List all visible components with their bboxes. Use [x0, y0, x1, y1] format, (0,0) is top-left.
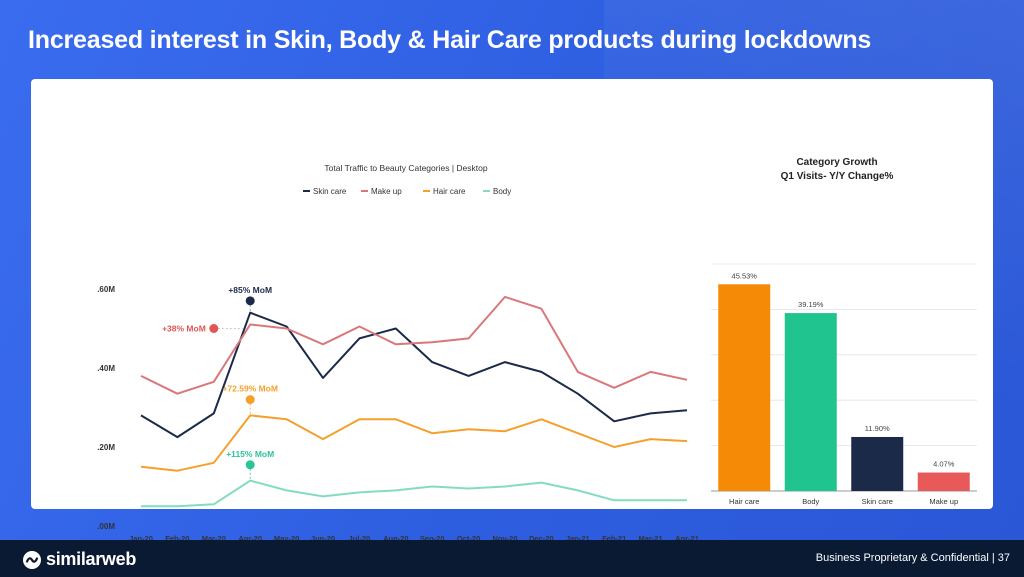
y-tick-label: .20M [97, 443, 115, 452]
line-series [140, 295, 688, 508]
bar-series [718, 284, 970, 491]
x-tick-label: Feb-20 [165, 534, 189, 543]
bar-value-label: 11.90% [865, 424, 890, 433]
bar-category-label: Hair care [729, 497, 759, 506]
line-chart: Total Traffic to Beauty Categories | Des… [97, 163, 699, 543]
bar-body [784, 313, 837, 491]
x-tick-label: Jan-21 [566, 534, 590, 543]
annotation-label: +38% MoM [162, 324, 206, 334]
x-tick-label: Jul-20 [349, 534, 371, 543]
x-tick-label: Apr-20 [238, 534, 262, 543]
bar-value-label: 4.07% [933, 460, 955, 469]
x-tick-label: Oct-20 [457, 534, 480, 543]
x-tick-label: Mar-21 [639, 534, 663, 543]
series-line-skin-care [140, 311, 688, 439]
series-line-make-up [140, 295, 688, 395]
brand-logo: similarweb [22, 549, 136, 570]
legend-label: Body [493, 187, 511, 196]
bar-make-up [917, 472, 970, 491]
annotations: +85% MoM +38% MoM +72.59% MoM +115% MoM [162, 285, 278, 481]
bar-category-label: Body [802, 497, 819, 506]
bar-skin-care [851, 436, 904, 491]
footer: similarweb Business Proprietary & Confid… [0, 540, 1024, 577]
annotation-marker [209, 324, 219, 333]
x-tick-label: Feb-21 [602, 534, 626, 543]
brand-name: similarweb [46, 549, 137, 569]
x-tick-label: May-20 [274, 534, 299, 543]
line-chart-legend: Skin care Make up Hair care Body [303, 187, 511, 196]
bar-chart-subtitle: Q1 Visits- Y/Y Change% [781, 171, 894, 182]
bar-category-label: Make up [929, 497, 958, 506]
x-tick-label: Aug-20 [383, 534, 408, 543]
bar-value-label: 39.19% [798, 300, 824, 309]
x-tick-label: Sep-20 [420, 534, 445, 543]
line-chart-title: Total Traffic to Beauty Categories | Des… [324, 163, 487, 173]
annotation-marker [245, 296, 255, 306]
legend-item-body: Body [483, 187, 511, 196]
x-tick-label: Jun-20 [311, 534, 335, 543]
x-tick-label: Mar-20 [202, 534, 226, 543]
y-tick-label: .40M [97, 364, 115, 373]
x-tick-label: Jan-20 [129, 534, 153, 543]
x-tick-label: Apr-21 [675, 534, 699, 543]
content-card: Total Traffic to Beauty Categories | Des… [31, 79, 993, 543]
annotation-label: +85% MoM [228, 285, 272, 295]
similarweb-logo-icon [23, 550, 41, 569]
y-axis-ticks: .00M .20M .40M .60M [97, 285, 115, 531]
slide-title: Increased interest in Skin, Body & Hair … [28, 26, 872, 54]
legend-item-make-up: Make up [361, 187, 402, 196]
series-line-hair-care [140, 414, 688, 472]
bar-value-label: 45.53% [732, 271, 758, 280]
bar-chart: Category Growth Q1 Visits- Y/Y Change% 4… [711, 157, 977, 506]
annotation-label: +115% MoM [226, 449, 274, 459]
bar-labels: 45.53% Hair care 39.19% Body 11.90% Skin care… [729, 271, 958, 506]
annotation-marker [245, 395, 255, 405]
x-tick-label: Nov-20 [492, 534, 517, 543]
legend-item-skin-care: Skin care [303, 187, 347, 196]
bar-hair-care [718, 284, 771, 491]
y-tick-label: .60M [97, 285, 115, 294]
annotation-marker [245, 460, 255, 470]
legend-item-hair-care: Hair care [423, 187, 466, 196]
annotation-label: +72.59% MoM [222, 384, 278, 394]
bar-chart-title: Category Growth [796, 157, 877, 168]
x-axis-ticks: Jan-20 Feb-20 Mar-20 Apr-20 May-20 Jun-20 Jul-… [129, 534, 699, 543]
y-tick-label: .00M [97, 522, 115, 531]
bar-category-label: Skin care [862, 497, 893, 506]
confidential-notice: Business Proprietary & Confidential | 37 [815, 552, 1010, 564]
x-tick-label: Dec-20 [529, 534, 554, 543]
legend-label: Skin care [313, 187, 347, 196]
legend-label: Make up [371, 187, 402, 196]
series-line-body [141, 479, 687, 508]
legend-label: Hair care [433, 187, 466, 196]
